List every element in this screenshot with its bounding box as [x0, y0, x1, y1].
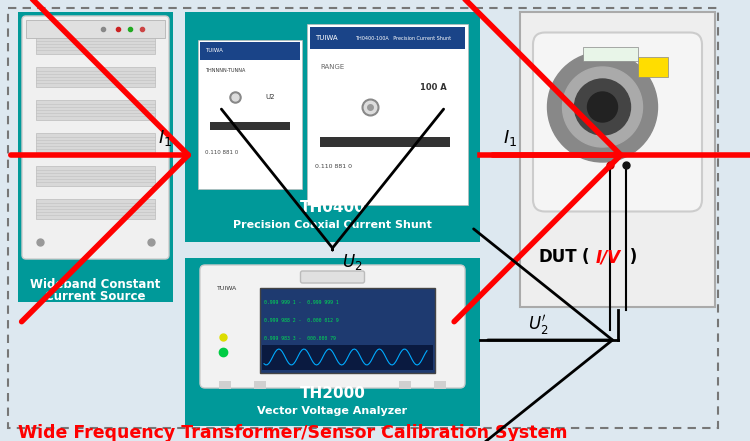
- FancyBboxPatch shape: [200, 265, 465, 388]
- FancyBboxPatch shape: [36, 34, 155, 54]
- Text: ): ): [624, 248, 638, 266]
- Circle shape: [562, 67, 643, 147]
- FancyBboxPatch shape: [310, 27, 465, 49]
- Text: DUT: DUT: [538, 248, 577, 266]
- Text: Precision Coaxial Current Shunt: Precision Coaxial Current Shunt: [233, 220, 432, 230]
- FancyBboxPatch shape: [262, 345, 433, 370]
- Text: Wide Frequency Transformer/Sensor Calibration System: Wide Frequency Transformer/Sensor Calibr…: [18, 424, 568, 441]
- FancyBboxPatch shape: [254, 381, 266, 389]
- Text: TH0400: TH0400: [299, 199, 365, 214]
- Text: 0.110 881 0: 0.110 881 0: [205, 149, 238, 154]
- FancyBboxPatch shape: [185, 258, 480, 426]
- FancyBboxPatch shape: [638, 57, 668, 77]
- FancyBboxPatch shape: [533, 33, 702, 212]
- Text: TUIWA: TUIWA: [315, 35, 338, 41]
- Text: 100 A: 100 A: [420, 82, 447, 91]
- Text: TH2000: TH2000: [299, 385, 365, 400]
- FancyBboxPatch shape: [36, 100, 155, 120]
- Text: U2: U2: [265, 94, 274, 100]
- FancyBboxPatch shape: [434, 381, 446, 389]
- FancyBboxPatch shape: [219, 381, 231, 389]
- FancyBboxPatch shape: [36, 133, 155, 153]
- Text: 0.110 881 0: 0.110 881 0: [315, 164, 352, 169]
- Text: Vector Voltage Analyzer: Vector Voltage Analyzer: [257, 406, 407, 416]
- FancyBboxPatch shape: [301, 271, 364, 283]
- Text: RANGE: RANGE: [320, 64, 344, 70]
- Text: Current Source: Current Source: [45, 291, 146, 303]
- Text: 0.999 983 3 -  000.000 79: 0.999 983 3 - 000.000 79: [264, 336, 336, 341]
- Text: TUIWA: TUIWA: [217, 285, 237, 291]
- Circle shape: [574, 79, 631, 135]
- FancyBboxPatch shape: [520, 12, 715, 307]
- Text: TH0400-100A   Precision Current Shunt: TH0400-100A Precision Current Shunt: [355, 35, 452, 41]
- Circle shape: [548, 52, 658, 162]
- Text: Wideband Constant: Wideband Constant: [30, 277, 160, 291]
- FancyBboxPatch shape: [198, 40, 302, 189]
- Text: $\mathit{U}_2$: $\mathit{U}_2$: [343, 252, 363, 272]
- Text: TUIWA: TUIWA: [205, 49, 223, 53]
- FancyBboxPatch shape: [320, 137, 450, 147]
- Text: $\mathit{U}_2'$: $\mathit{U}_2'$: [527, 313, 548, 337]
- Circle shape: [587, 92, 617, 122]
- FancyBboxPatch shape: [26, 20, 165, 38]
- FancyBboxPatch shape: [399, 381, 411, 389]
- FancyBboxPatch shape: [36, 166, 155, 186]
- FancyBboxPatch shape: [185, 12, 480, 242]
- Text: I/V: I/V: [596, 248, 621, 266]
- FancyBboxPatch shape: [36, 199, 155, 219]
- FancyBboxPatch shape: [210, 122, 290, 130]
- FancyBboxPatch shape: [583, 47, 638, 61]
- FancyBboxPatch shape: [18, 12, 173, 302]
- Text: 0.999 988 2 -  0.000 012 9: 0.999 988 2 - 0.000 012 9: [264, 318, 339, 324]
- Text: $\mathit{I}_1$: $\mathit{I}_1$: [158, 128, 172, 148]
- FancyBboxPatch shape: [200, 42, 300, 60]
- Text: (: (: [582, 248, 596, 266]
- FancyBboxPatch shape: [260, 288, 435, 373]
- FancyBboxPatch shape: [22, 16, 169, 259]
- FancyBboxPatch shape: [36, 67, 155, 87]
- Text: THNNNN-TUNNA: THNNNN-TUNNA: [205, 67, 245, 72]
- Text: $\mathit{I}_1$: $\mathit{I}_1$: [503, 128, 517, 148]
- FancyBboxPatch shape: [307, 24, 468, 205]
- Text: 0.999 999 1 -  0.999 999 1: 0.999 999 1 - 0.999 999 1: [264, 300, 339, 306]
